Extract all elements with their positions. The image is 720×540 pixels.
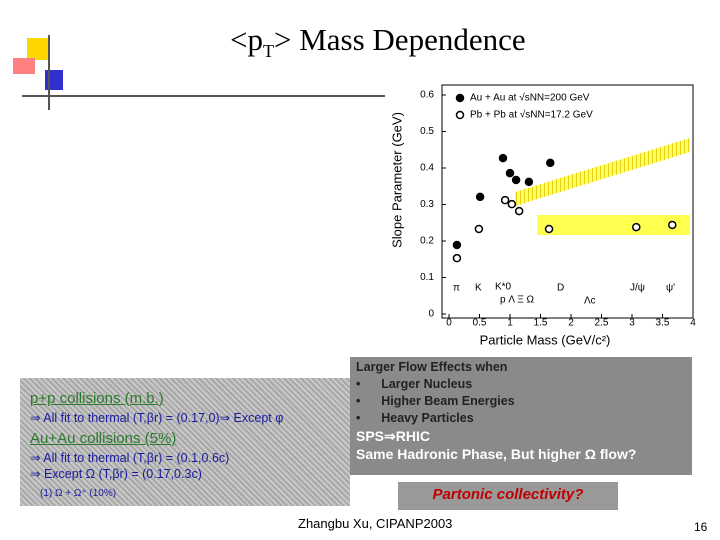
point [632, 222, 641, 232]
annotation: D [557, 283, 564, 294]
point [544, 224, 554, 234]
bullet: • Larger Nucleus [356, 377, 473, 391]
legend-marker [455, 110, 465, 120]
y-tick-label: 0.3 [420, 199, 434, 210]
point [498, 153, 508, 163]
left-box: p+p collisions (m.b.) ⇒ All fit to therm… [20, 378, 350, 506]
y-tick-label: 0.6 [420, 90, 434, 101]
bullet-text: Higher Beam Energies [381, 394, 515, 408]
bullet: • Heavy Particles [356, 411, 474, 425]
point [514, 206, 524, 216]
annotation: Λc [584, 296, 596, 307]
point [668, 220, 677, 230]
x-tick-label: 2.5 [595, 318, 609, 329]
bullet: • Higher Beam Energies [356, 394, 515, 408]
y-tick-label: 0.5 [420, 126, 434, 137]
band [537, 215, 690, 235]
point [500, 195, 510, 205]
heading: Au+Au collisions (5%) [30, 430, 177, 447]
y-label: Slope Parameter (GeV) [389, 112, 404, 248]
x-tick-label: 0.5 [473, 318, 487, 329]
point [546, 158, 555, 168]
legend-label: Au + Au at √sNN=200 GeV [470, 92, 590, 104]
callout: Partonic collectivity? [398, 482, 618, 510]
page-number: 16 [694, 520, 708, 534]
x-tick-label: 2 [568, 318, 574, 329]
text: Same Hadronic Phase, But higher Ω flow? [356, 446, 637, 462]
point [452, 240, 462, 250]
point [452, 253, 462, 263]
text: ⇒ All fit to thermal (T,βr) = (0.17,0)⇒ … [30, 411, 284, 425]
x-tick-label: 3.5 [656, 318, 670, 329]
title-part: > Mass Dependence [273, 22, 526, 57]
text: SPS⇒RHIC [356, 428, 430, 444]
y-tick-label: 0.4 [420, 163, 434, 174]
y-tick-label: 0.1 [420, 272, 434, 283]
legend-label: Pb + Pb at √sNN=17.2 GeV [470, 109, 593, 121]
plot-frame [441, 84, 694, 319]
bullet-text: Heavy Particles [381, 411, 474, 425]
annotation: ψ' [666, 283, 675, 294]
y-tick-label: 0 [428, 309, 434, 320]
right-box: Larger Flow Effects when • Larger Nucleu… [350, 357, 692, 475]
bullet-text: Larger Nucleus [381, 377, 473, 391]
title-part: <p [230, 22, 263, 57]
point [505, 168, 515, 178]
footer: Zhangbu Xu, CIPANP2003 [298, 516, 453, 531]
annotation: K [475, 283, 482, 294]
annotation: J/ψ [630, 283, 645, 294]
title-part: T [262, 41, 274, 62]
point [507, 199, 517, 209]
x-tick-label: 3 [629, 318, 635, 329]
annotation: p Λ Ξ Ω [500, 295, 535, 306]
band [515, 138, 690, 206]
x-tick-label: 4 [690, 318, 696, 329]
text: ⇒ All fit to thermal (T,βr) = (0.1,0.6c) [30, 451, 230, 465]
deco [45, 70, 63, 90]
point [511, 175, 521, 185]
x-label: Particle Mass (GeV/c²) [480, 332, 611, 347]
heading: p+p collisions (m.b.) [30, 390, 164, 407]
deco [27, 38, 49, 60]
point [524, 177, 534, 187]
x-tick-label: 1.5 [534, 318, 548, 329]
note: (1) Ω + Ω⁺ (10%) [40, 488, 117, 499]
point [474, 224, 484, 234]
y-tick-label: 0.2 [420, 236, 434, 247]
legend-marker [455, 93, 465, 103]
text: ⇒ Except Ω (T,βr) = (0.17,0.3c) [30, 467, 202, 481]
x-tick-label: 0 [446, 318, 452, 329]
annotation: K*0 [495, 282, 512, 293]
deco [13, 58, 35, 74]
annotation: π [453, 283, 460, 294]
heading: Larger Flow Effects when [356, 360, 508, 374]
point [475, 192, 485, 202]
x-tick-label: 1 [507, 318, 513, 329]
title: <pT> Mass Dependence [230, 22, 526, 62]
